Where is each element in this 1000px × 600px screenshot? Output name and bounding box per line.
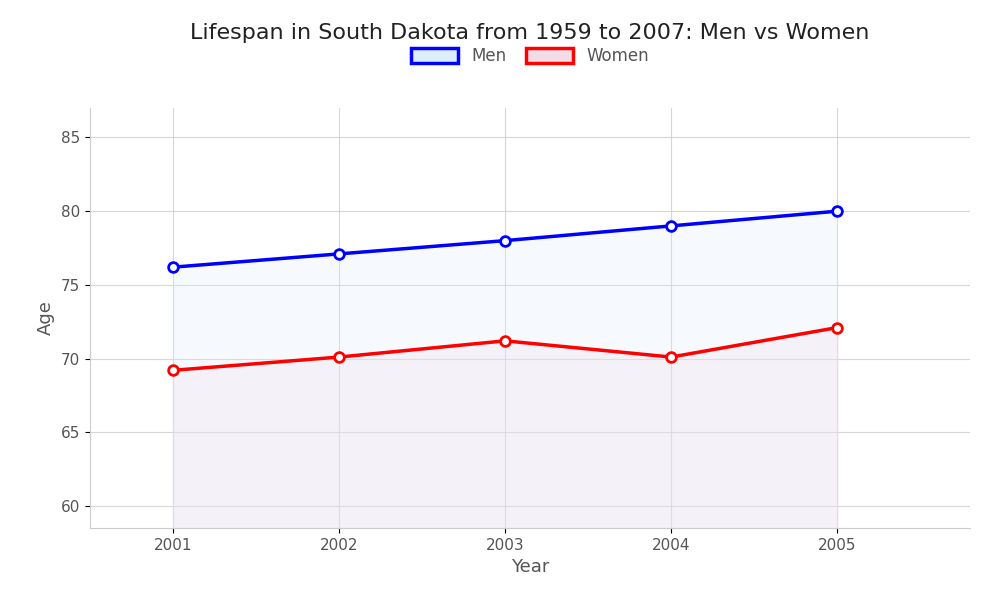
Title: Lifespan in South Dakota from 1959 to 2007: Men vs Women: Lifespan in South Dakota from 1959 to 20… <box>190 23 870 43</box>
Y-axis label: Age: Age <box>37 301 55 335</box>
Legend: Men, Women: Men, Women <box>404 41 656 72</box>
X-axis label: Year: Year <box>511 558 549 576</box>
